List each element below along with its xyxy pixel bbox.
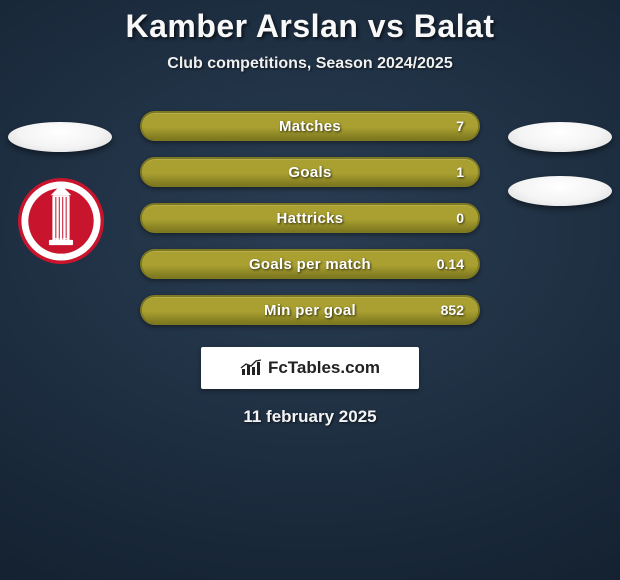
subtitle: Club competitions, Season 2024/2025	[0, 55, 620, 73]
placeholder-ellipse-right-1	[508, 122, 612, 152]
badge-year: 1966	[53, 237, 69, 245]
stat-row-hattricks: Hattricks 0	[140, 203, 480, 233]
stat-label: Goals per match	[249, 256, 371, 273]
stat-label: Goals	[288, 164, 331, 181]
stat-row-goals-per-match: Goals per match 0.14	[140, 249, 480, 279]
stat-label: Matches	[279, 118, 341, 135]
placeholder-ellipse-left	[8, 122, 112, 152]
svg-text:1966: 1966	[53, 237, 69, 245]
brand-box[interactable]: FcTables.com	[201, 347, 419, 389]
stat-value: 1	[456, 164, 464, 180]
stat-value: 0.14	[437, 256, 464, 272]
stat-value: 7	[456, 118, 464, 134]
stat-value: 852	[441, 302, 464, 318]
stat-label: Min per goal	[264, 302, 356, 319]
stat-row-goals: Goals 1	[140, 157, 480, 187]
brand-text: FcTables.com	[268, 358, 380, 378]
page-title: Kamber Arslan vs Balat	[0, 0, 620, 45]
club-badge: 1966	[18, 178, 104, 264]
stat-row-min-per-goal: Min per goal 852	[140, 295, 480, 325]
content-root: Kamber Arslan vs Balat Club competitions…	[0, 0, 620, 427]
stat-value: 0	[456, 210, 464, 226]
placeholder-ellipse-right-2	[508, 176, 612, 206]
date-text: 11 february 2025	[0, 407, 620, 427]
club-badge-icon: 1966	[18, 178, 104, 264]
stat-row-matches: Matches 7	[140, 111, 480, 141]
stat-label: Hattricks	[277, 210, 344, 227]
chart-icon	[240, 359, 262, 377]
